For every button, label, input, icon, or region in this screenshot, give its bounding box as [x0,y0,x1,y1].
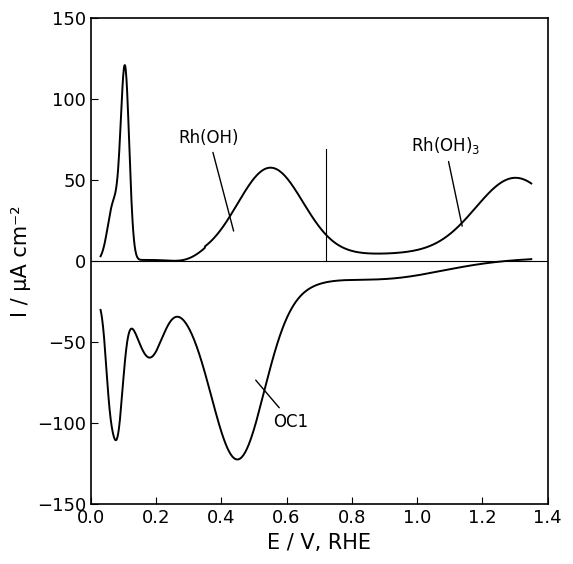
Text: Rh(OH): Rh(OH) [179,129,240,231]
Y-axis label: I / μA cm⁻²: I / μA cm⁻² [11,205,31,317]
Text: Rh(OH)$_3$: Rh(OH)$_3$ [410,135,480,226]
Text: OC1: OC1 [256,380,309,431]
X-axis label: E / V, RHE: E / V, RHE [267,533,371,553]
